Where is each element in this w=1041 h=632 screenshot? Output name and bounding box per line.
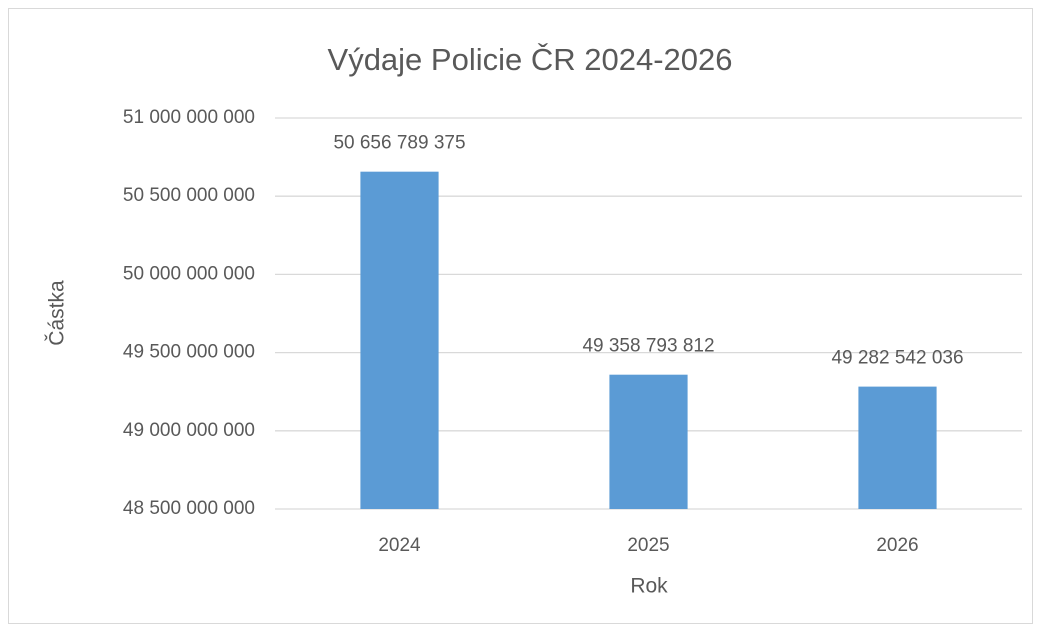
x-tick-label: 2025: [627, 535, 669, 556]
data-label: 50 656 789 375: [333, 133, 465, 154]
y-tick-label: 51 000 000 000: [123, 107, 255, 128]
y-tick-label: 48 500 000 000: [123, 498, 255, 519]
chart-title: Výdaje Policie ČR 2024-2026: [328, 42, 733, 77]
x-tick-label: 2026: [876, 535, 918, 556]
bar: [858, 386, 937, 509]
y-tick-label: 50 000 000 000: [123, 263, 255, 284]
chart-border: [8, 8, 1033, 624]
bar: [360, 171, 439, 509]
y-tick-label: 49 500 000 000: [123, 342, 255, 363]
y-axis-label: Částka: [46, 280, 69, 346]
data-label: 49 358 793 812: [582, 336, 714, 357]
y-tick-label: 49 000 000 000: [123, 420, 255, 441]
x-axis-label: Rok: [630, 575, 668, 598]
bar: [609, 374, 688, 509]
x-tick-label: 2024: [378, 535, 421, 556]
data-label: 49 282 542 036: [831, 348, 963, 369]
y-tick-label: 50 500 000 000: [123, 185, 255, 206]
